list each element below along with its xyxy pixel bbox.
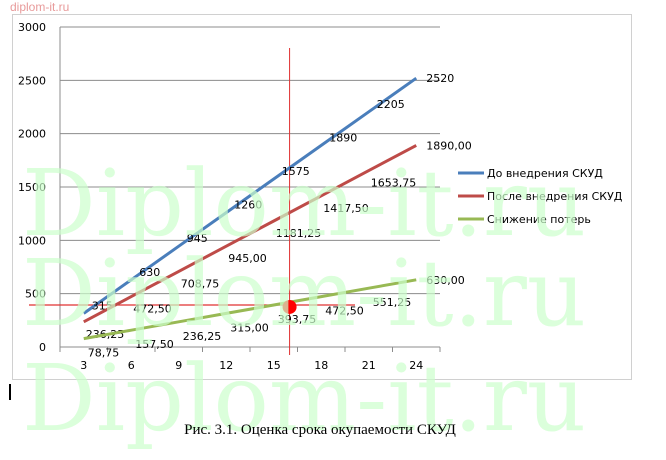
x-tick-label: 9 <box>175 359 182 372</box>
legend-label: После внедрения СКУД <box>487 190 623 203</box>
data-label: 945,00 <box>228 252 267 265</box>
x-tick-label: 6 <box>128 359 135 372</box>
data-label: 393,75 <box>278 313 317 326</box>
y-tick-label: 1000 <box>18 234 46 247</box>
legend-label: Снижение потерь <box>487 213 591 226</box>
legend-label: До внедрения СКУД <box>487 167 603 180</box>
x-tick-label: 18 <box>314 359 328 372</box>
data-label: 1260 <box>234 199 262 212</box>
data-label: 472,50 <box>325 305 364 318</box>
watermark-small: diplom-it.ru <box>10 0 70 14</box>
text-cursor <box>9 384 11 400</box>
series-line-2 <box>83 278 417 341</box>
x-tick-label: 12 <box>219 359 233 372</box>
y-tick-label: 500 <box>25 288 46 301</box>
data-label: 315,00 <box>230 321 269 334</box>
data-label: 1653,75 <box>371 177 417 190</box>
data-label: 1575 <box>282 165 310 178</box>
data-label: 945 <box>187 232 208 245</box>
payback-chart: 0 500 1000 1500 2000 2500 3000 3 6 9 12 15 18 21 24 315… <box>18 21 623 372</box>
data-label: 1181,25 <box>276 227 322 240</box>
data-label: 472,50 <box>133 303 172 316</box>
y-tick-label: 3000 <box>18 21 46 34</box>
y-tick-label: 2000 <box>18 128 46 141</box>
x-tick-label: 15 <box>267 359 281 372</box>
data-label: 2205 <box>377 98 405 111</box>
series-line-0 <box>82 76 418 315</box>
data-label: 630 <box>139 266 160 279</box>
data-label: 2520 <box>426 72 454 85</box>
payback-point <box>282 299 297 314</box>
data-label: 157,50 <box>135 338 174 351</box>
data-label: 1417,50 <box>323 202 369 215</box>
figure-caption: Рис. 3.1. Оценка срока окупаемости СКУД <box>184 422 456 438</box>
x-tick-label: 21 <box>362 359 376 372</box>
x-tick-label: 24 <box>409 359 423 372</box>
data-label: 708,75 <box>181 277 220 290</box>
x-tick-label: 3 <box>80 359 87 372</box>
y-tick-label: 0 <box>39 341 46 354</box>
data-label: 236,25 <box>183 330 222 343</box>
y-tick-label: 2500 <box>18 74 46 87</box>
data-label: 1890 <box>329 131 357 144</box>
y-tick-label: 1500 <box>18 181 46 194</box>
series-line-1 <box>83 144 417 324</box>
data-label: 1890,00 <box>426 139 472 152</box>
data-label: 78,75 <box>88 347 120 360</box>
chart-frame <box>12 14 632 380</box>
data-label: 551,25 <box>373 296 412 309</box>
data-label: 630,00 <box>426 274 465 287</box>
